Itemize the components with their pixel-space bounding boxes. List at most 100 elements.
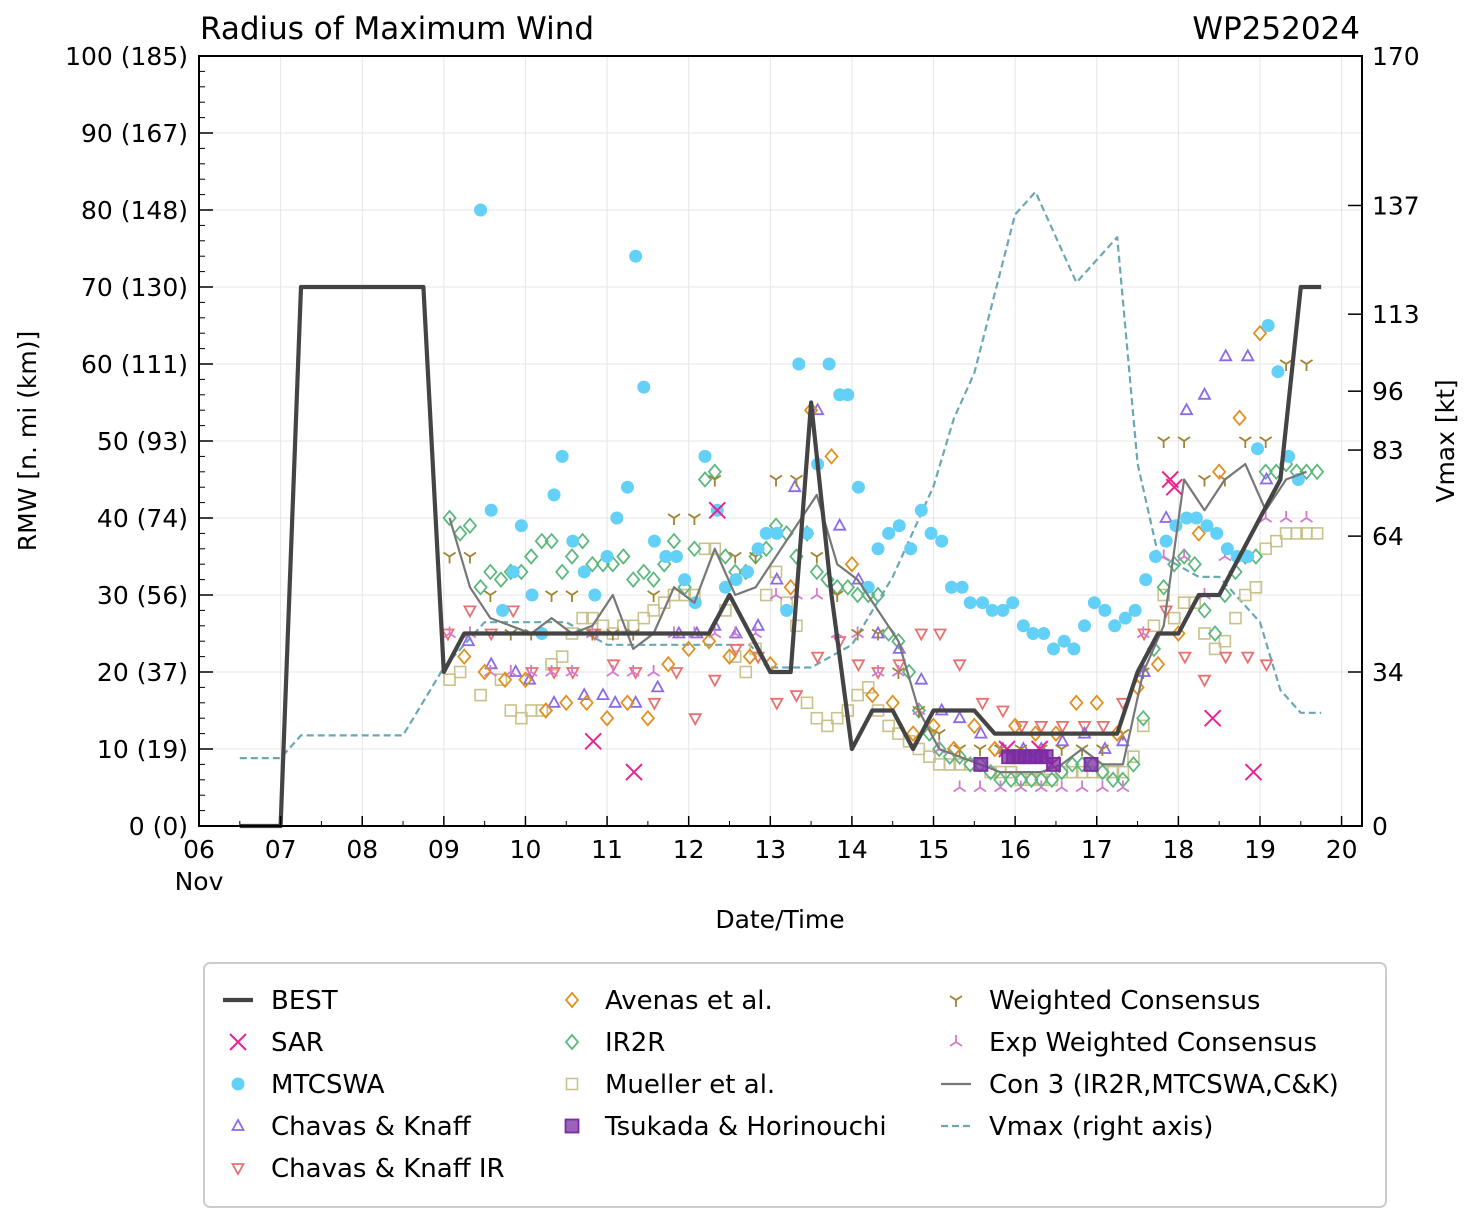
ckir-point — [995, 705, 1010, 719]
ewc-point — [1014, 780, 1028, 793]
mtcswa-point — [904, 542, 918, 556]
mtcswa-point — [1046, 642, 1060, 656]
ck-point — [914, 671, 929, 685]
ir2r-point — [666, 532, 682, 550]
mtcswa-point — [729, 573, 743, 587]
mtcswa-point — [620, 480, 634, 494]
mueller-point — [821, 719, 834, 733]
y-tick-label: 60 (111) — [81, 350, 188, 379]
x-month-label: Nov — [175, 867, 224, 896]
ir2r-point — [626, 571, 641, 588]
y-right-tick-label: 83 — [1372, 436, 1404, 465]
wc-point — [1259, 436, 1273, 448]
ckir-point — [892, 659, 907, 673]
mtcswa-point — [963, 596, 977, 610]
ck-point — [810, 402, 825, 416]
mtcswa-point — [822, 357, 836, 371]
mtcswa-point — [780, 603, 794, 617]
ir2r-point — [809, 563, 825, 581]
ckir-point — [1197, 674, 1212, 688]
sar-point — [708, 501, 726, 520]
ewc-point — [1259, 511, 1273, 523]
ir2r-point — [1105, 771, 1121, 789]
avenas-point — [497, 671, 513, 689]
mtcswa-point — [514, 519, 528, 533]
y-tick-label: 100 (185) — [65, 42, 188, 71]
mtcswa-point — [669, 550, 683, 563]
legend-swatch-ckir — [230, 1163, 246, 1176]
mtcswa-point — [647, 534, 661, 548]
x-tick-label: 11 — [591, 835, 623, 864]
ir2r-point — [687, 540, 702, 558]
avenas-point — [1191, 525, 1206, 542]
legend-label-wc: Weighted Consensus — [989, 986, 1260, 1016]
ir2r-point — [452, 525, 468, 542]
legend-item-ewc: Exp Weighted Consensus — [949, 1028, 1317, 1058]
avenas-point — [722, 648, 737, 665]
mueller-point — [1188, 596, 1201, 610]
mueller-point — [851, 688, 864, 702]
tsukada-point — [973, 757, 989, 772]
ckir-point — [669, 667, 684, 680]
ck-point — [1159, 510, 1174, 523]
ck-point — [650, 679, 665, 693]
ir2r-point — [1167, 555, 1182, 573]
mtcswa-point — [914, 503, 928, 517]
mtcswa-point — [1006, 596, 1020, 610]
mtcswa-point — [996, 603, 1010, 617]
x-tick-label: 09 — [428, 835, 460, 864]
ewc-point — [647, 665, 661, 677]
ck-point — [728, 625, 744, 639]
y-right-tick-label: 96 — [1372, 377, 1404, 406]
x-tick-label: 08 — [346, 835, 378, 864]
mueller-point — [474, 688, 487, 702]
ir2r-point — [523, 548, 539, 565]
ewc-point — [1055, 780, 1069, 793]
ir2r-point — [493, 571, 509, 588]
sar-point — [1203, 709, 1222, 727]
mtcswa-point — [955, 580, 969, 594]
avenas-point — [1150, 655, 1166, 673]
ck-point — [546, 694, 562, 708]
ewc-point — [728, 626, 742, 639]
ck-point — [952, 710, 967, 724]
ckir-point — [1218, 651, 1233, 665]
legend-label-sar: SAR — [271, 1028, 324, 1058]
mtcswa-point — [924, 526, 938, 540]
legend-item-ir2r: IR2R — [564, 1028, 665, 1058]
mueller-point — [882, 719, 895, 733]
series-ir2r — [442, 455, 1325, 789]
mtcswa-point — [1087, 596, 1101, 610]
wc-point — [565, 590, 579, 602]
mtcswa-point — [740, 565, 754, 579]
avenas-point — [946, 740, 962, 758]
mtcswa-point — [555, 449, 569, 463]
legend-item-sar: SAR — [229, 1028, 324, 1058]
mueller-point — [800, 696, 814, 710]
ck-point — [832, 517, 847, 531]
legend-label-ck: Chavas & Knaff — [271, 1112, 472, 1142]
avenas-point — [1089, 694, 1104, 712]
ckir-point — [851, 659, 866, 673]
wc-point — [1095, 744, 1109, 756]
avenas-point — [824, 448, 839, 465]
ir2r-point — [534, 532, 549, 550]
ckir-point — [789, 690, 804, 703]
mueller-point — [637, 611, 651, 625]
avenas-point — [477, 663, 492, 681]
wc-point — [891, 667, 905, 679]
ckir-point — [707, 674, 722, 688]
y-axis-label: RMW [n. mi (km)] — [13, 331, 42, 551]
mtcswa-point — [1078, 619, 1092, 633]
avenas-point — [599, 709, 615, 727]
mtcswa-point — [637, 380, 651, 394]
mtcswa-point — [1261, 319, 1275, 332]
wc-point — [483, 590, 497, 602]
mueller-point — [923, 750, 936, 764]
ewc-point — [953, 780, 967, 793]
mtcswa-point — [659, 550, 673, 563]
ckir-point — [769, 697, 784, 711]
ckir-point — [952, 659, 967, 673]
mueller-point — [1290, 527, 1304, 540]
avenas-point — [518, 671, 533, 689]
